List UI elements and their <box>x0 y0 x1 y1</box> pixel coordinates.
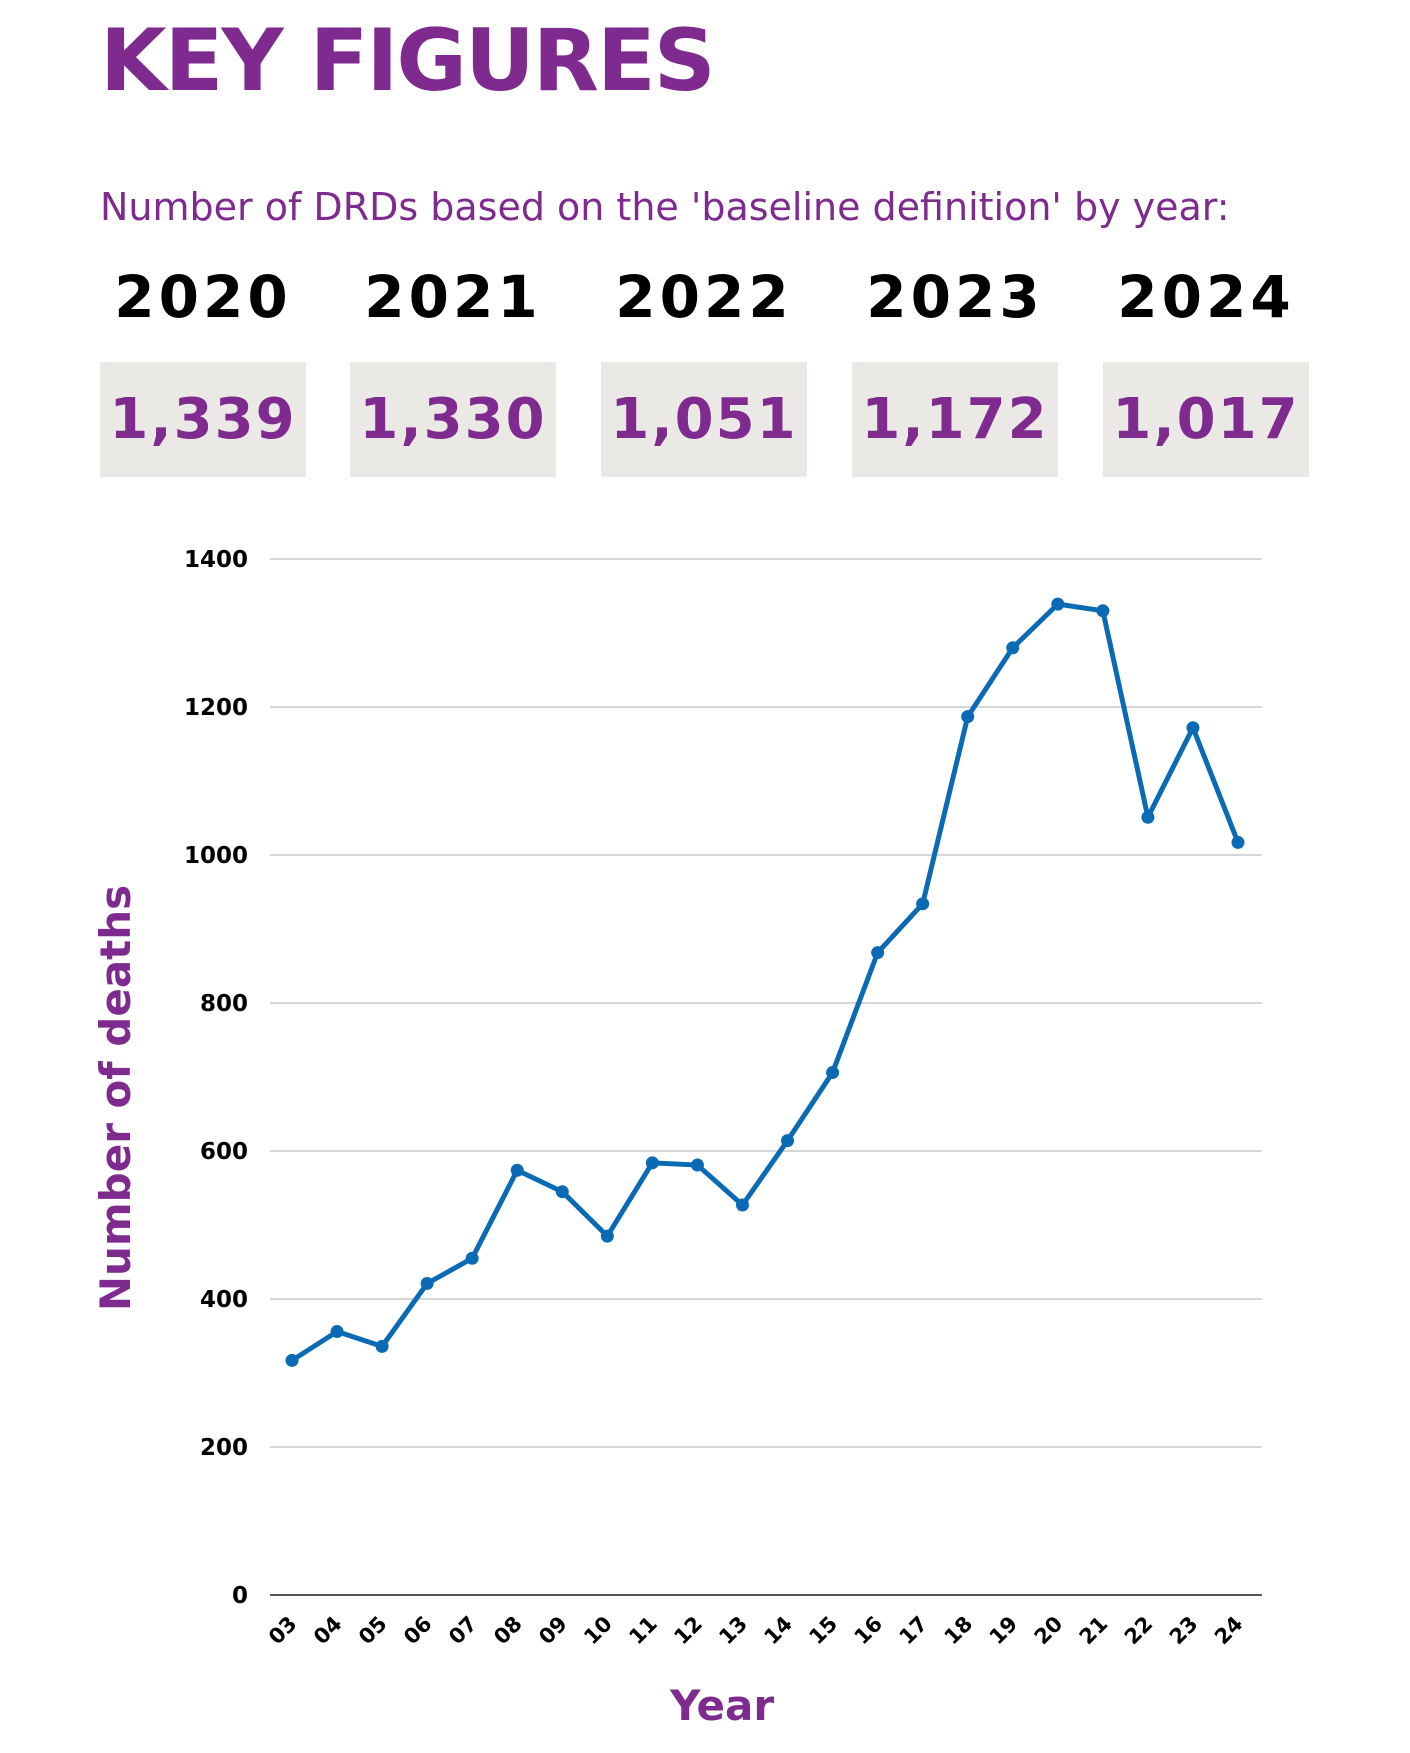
x-tick-label: 08 <box>489 1612 527 1650</box>
page-title: KEY FIGURES <box>100 11 716 111</box>
data-point <box>465 1251 479 1265</box>
x-tick-label: 23 <box>1165 1612 1203 1650</box>
x-tick-label: 09 <box>534 1612 572 1650</box>
data-point <box>1051 597 1065 611</box>
x-tick-label: 05 <box>354 1612 392 1650</box>
data-point <box>285 1353 299 1367</box>
key-figure-value-2023: 1,172 <box>861 386 1049 452</box>
data-point <box>781 1134 795 1148</box>
key-figure-value-2024: 1,017 <box>1112 386 1300 452</box>
page-subtitle: Number of DRDs based on the 'baseline de… <box>100 185 1230 229</box>
key-figure-year-2021: 2021 <box>364 263 542 331</box>
data-point <box>1006 641 1020 655</box>
data-point <box>826 1066 840 1080</box>
series-line <box>290 601 1241 1363</box>
y-tick-label: 0 <box>232 1583 248 1609</box>
data-point <box>555 1185 569 1199</box>
y-tick-label: 800 <box>200 991 248 1017</box>
key-figure-value-2022: 1,051 <box>610 386 798 452</box>
x-tick-label: 13 <box>714 1612 752 1650</box>
key-figure-year-2024: 2024 <box>1117 263 1295 331</box>
data-point <box>600 1229 614 1243</box>
data-point <box>735 1198 749 1212</box>
y-tick-label: 400 <box>200 1287 248 1313</box>
key-figure-box-2023: 1,172 <box>852 362 1058 477</box>
data-point <box>1141 810 1155 824</box>
key-figure-year-2023: 2023 <box>866 263 1044 331</box>
y-tick-label: 1200 <box>184 695 248 721</box>
data-point <box>420 1276 434 1290</box>
data-points <box>285 597 1245 1367</box>
x-tick-label: 19 <box>985 1612 1023 1650</box>
data-point <box>871 946 885 960</box>
y-axis-title: Number of deaths <box>91 885 140 1311</box>
key-figure-box-2024: 1,017 <box>1103 362 1309 477</box>
data-point <box>1186 721 1200 735</box>
data-point <box>645 1156 659 1170</box>
x-tick-label: 24 <box>1210 1612 1248 1650</box>
key-figure-box-2021: 1,330 <box>350 362 556 477</box>
x-axis-title: Year <box>669 1681 774 1730</box>
x-axis-ticks: 03 04 05 06 07 08 09 10 11 12 13 14 15 16 17 18 19 20 21 22… <box>264 1612 1248 1650</box>
y-tick-label: 1000 <box>184 843 248 869</box>
x-tick-label: 16 <box>850 1612 888 1650</box>
x-tick-label: 22 <box>1120 1612 1158 1650</box>
x-tick-label: 07 <box>444 1612 482 1650</box>
x-tick-label: 17 <box>895 1612 933 1650</box>
x-tick-label: 06 <box>399 1612 437 1650</box>
y-tick-label: 200 <box>200 1435 248 1461</box>
key-figure-year-2022: 2022 <box>615 263 793 331</box>
y-axis-ticks: 0 200 400 600 800 1000 1200 1400 <box>184 547 248 1609</box>
x-tick-label: 20 <box>1030 1612 1068 1650</box>
x-tick-label: 12 <box>669 1612 707 1650</box>
key-figure-value-2020: 1,339 <box>109 386 297 452</box>
x-tick-label: 04 <box>309 1612 347 1650</box>
x-tick-label: 10 <box>579 1612 617 1650</box>
key-figure-box-2022: 1,051 <box>601 362 807 477</box>
x-tick-label: 11 <box>624 1612 662 1650</box>
y-tick-label: 1400 <box>184 547 248 573</box>
data-point <box>510 1163 524 1177</box>
data-point <box>1231 835 1245 849</box>
x-tick-label: 14 <box>759 1612 797 1650</box>
x-tick-label: 15 <box>804 1612 842 1650</box>
data-point <box>916 897 930 911</box>
data-point <box>1096 604 1110 618</box>
key-figure-year-2020: 2020 <box>114 263 292 331</box>
key-figure-box-2020: 1,339 <box>100 362 306 477</box>
data-point <box>375 1339 389 1353</box>
x-tick-label: 21 <box>1075 1612 1113 1650</box>
data-point <box>690 1158 704 1172</box>
x-tick-label: 03 <box>264 1612 302 1650</box>
gridlines <box>270 558 1262 1448</box>
key-figure-value-2021: 1,330 <box>359 386 547 452</box>
data-point <box>330 1325 344 1339</box>
y-tick-label: 600 <box>200 1139 248 1165</box>
x-tick-label: 18 <box>940 1612 978 1650</box>
data-point <box>961 710 975 724</box>
